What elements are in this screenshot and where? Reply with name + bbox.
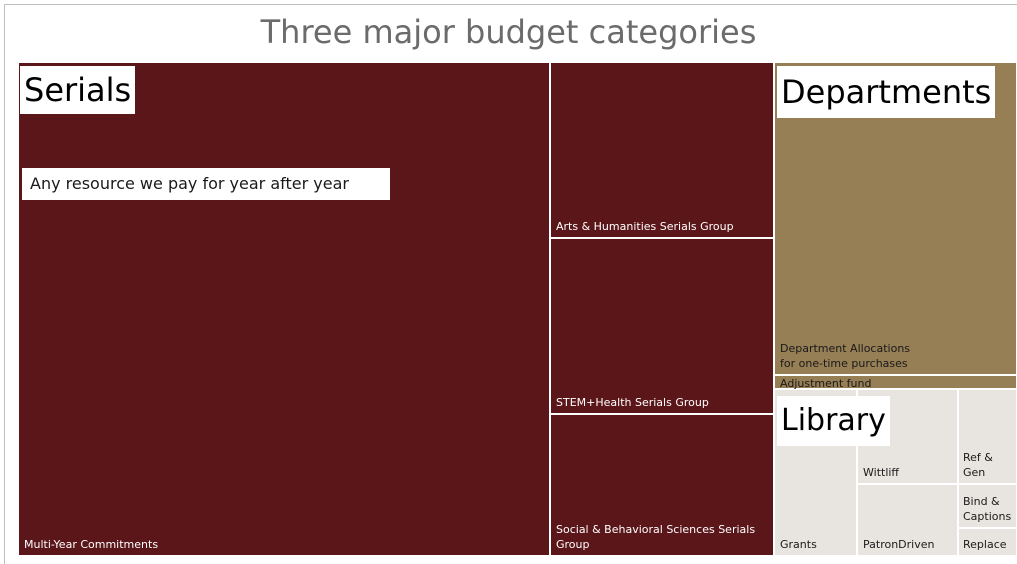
group-label-serials: Serials xyxy=(20,66,136,114)
treemap-cell-label: PatronDriven xyxy=(863,538,935,551)
treemap-cell-label: Replace xyxy=(963,538,1007,551)
treemap-cell: Bind & Captions xyxy=(958,484,1017,528)
treemap-cell-label: Arts & Humanities Serials Group xyxy=(556,220,734,233)
treemap-cell-label: Multi-Year Commitments xyxy=(24,538,159,551)
treemap-cell: Social & Behavioral Sciences Serials Gro… xyxy=(550,414,774,556)
treemap-cell: PatronDriven xyxy=(857,484,958,556)
chart-frame xyxy=(4,4,1017,564)
group-label-library: Library xyxy=(777,396,890,446)
treemap-cell: Arts & Humanities Serials Group xyxy=(550,62,774,238)
treemap-cell-label: Adjustment fund xyxy=(780,377,872,390)
treemap-cell: Ref & Gen xyxy=(958,389,1017,484)
treemap-cell-label: Bind & Captions xyxy=(963,495,1012,523)
serials-annotation: Any resource we pay for year after year xyxy=(22,168,390,200)
group-label-departments: Departments xyxy=(777,66,996,118)
treemap-cell-label: Ref & Gen xyxy=(963,451,993,479)
treemap-cell-label: Social & Behavioral Sciences Serials Gro… xyxy=(556,523,756,551)
treemap-cell-label: STEM+Health Serials Group xyxy=(556,396,709,409)
treemap-cell: Adjustment fund xyxy=(774,375,1017,390)
chart-title: Three major budget categories xyxy=(260,13,757,51)
treemap-cell-label: Department Allocations for one-time purc… xyxy=(780,342,911,370)
treemap-cell: Replace xyxy=(958,528,1017,556)
treemap-cell: Multi-Year Commitments xyxy=(18,62,550,556)
treemap-cell: STEM+Health Serials Group xyxy=(550,238,774,414)
treemap-cell-label: Wittliff xyxy=(863,466,900,479)
treemap-cell-label: Grants xyxy=(780,538,817,551)
